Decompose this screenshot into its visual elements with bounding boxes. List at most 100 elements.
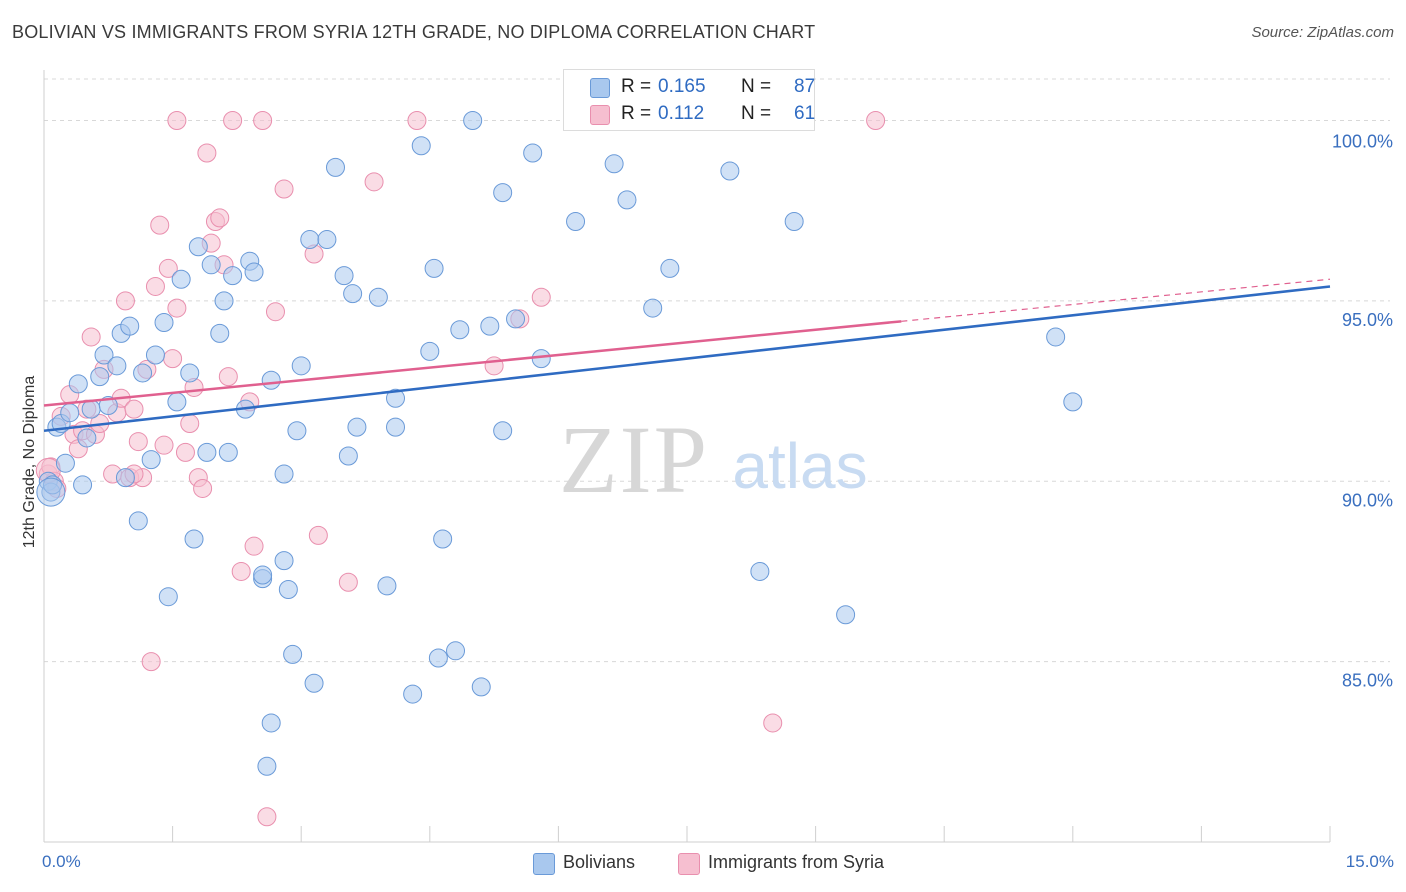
- point-syria: [210, 208, 230, 228]
- point-bolivians: [1046, 327, 1066, 347]
- point-bolivians: [720, 161, 740, 181]
- point-bolivians: [253, 565, 273, 585]
- point-bolivians: [386, 388, 406, 408]
- point-bolivians: [428, 648, 448, 668]
- point-syria: [154, 435, 174, 455]
- point-bolivians: [261, 370, 281, 390]
- point-bolivians: [643, 298, 663, 318]
- point-bolivians: [274, 551, 294, 571]
- point-syria: [253, 111, 273, 131]
- point-bolivians: [347, 417, 367, 437]
- legend-n-label: N =: [741, 103, 772, 124]
- point-bolivians: [471, 677, 491, 697]
- point-bolivians: [257, 756, 277, 776]
- point-bolivians: [94, 345, 114, 365]
- point-syria: [145, 276, 165, 296]
- point-bolivians: [133, 363, 153, 383]
- point-syria: [81, 327, 101, 347]
- legend-n-value-bolivians: 87: [794, 76, 816, 97]
- point-syria: [180, 414, 200, 434]
- point-bolivians: [287, 421, 307, 441]
- point-bolivians: [77, 428, 97, 448]
- point-bolivians: [60, 403, 80, 423]
- point-bolivians: [68, 374, 88, 394]
- y-tick-label: 95.0%: [1342, 310, 1393, 330]
- point-syria: [274, 179, 294, 199]
- point-bolivians: [463, 111, 483, 131]
- y-tick-label: 85.0%: [1342, 671, 1393, 691]
- point-bolivians: [98, 395, 118, 415]
- point-bolivians: [523, 143, 543, 163]
- point-bolivians: [107, 356, 127, 376]
- point-bolivians: [750, 561, 770, 581]
- point-bolivians: [218, 442, 238, 462]
- point-syria: [163, 349, 183, 369]
- point-bolivians: [334, 266, 354, 286]
- point-bolivians: [278, 579, 298, 599]
- point-bolivians: [386, 417, 406, 437]
- point-bolivians: [493, 183, 513, 203]
- y-axis-label: 12th Grade, No Diploma: [21, 375, 38, 549]
- point-bolivians: [81, 399, 101, 419]
- point-bolivians-cluster: [36, 477, 66, 507]
- point-bolivians: [836, 605, 856, 625]
- point-bolivians: [141, 450, 161, 470]
- point-bolivians: [403, 684, 423, 704]
- point-bolivians: [784, 212, 804, 232]
- legend-n-value-syria: 61: [794, 103, 816, 124]
- point-bolivians: [171, 269, 191, 289]
- point-syria: [265, 302, 285, 322]
- point-syria: [231, 561, 251, 581]
- point-syria: [197, 143, 217, 163]
- x-tick-label-min: 0.0%: [42, 852, 81, 871]
- point-bolivians: [291, 356, 311, 376]
- point-bolivians: [446, 641, 466, 661]
- point-syria: [150, 215, 170, 235]
- point-syria: [167, 298, 187, 318]
- point-syria: [308, 525, 328, 545]
- chart-title: BOLIVIAN VS IMMIGRANTS FROM SYRIA 12TH G…: [12, 22, 816, 42]
- legend-n-label: N =: [741, 76, 772, 97]
- legend-r-label: R =: [621, 76, 652, 97]
- point-syria: [167, 111, 187, 131]
- point-bolivians: [283, 644, 303, 664]
- point-syria: [531, 287, 551, 307]
- point-syria: [338, 572, 358, 592]
- y-tick-labels: 100.0% 95.0% 90.0% 85.0%: [1332, 132, 1393, 691]
- point-bolivians: [210, 323, 230, 343]
- point-bolivians: [158, 587, 178, 607]
- point-bolivians: [617, 190, 637, 210]
- point-bolivians: [90, 367, 110, 387]
- point-syria: [115, 291, 135, 311]
- point-bolivians: [184, 529, 204, 549]
- point-syria: [763, 713, 783, 733]
- trend-line-syria-extension: [901, 278, 1331, 322]
- y-tick-label: 100.0%: [1332, 132, 1393, 152]
- legend-r-value-bolivians: 0.165: [658, 76, 706, 97]
- point-bolivians: [377, 576, 397, 596]
- point-bolivians: [566, 212, 586, 232]
- point-syria: [158, 258, 178, 278]
- point-bolivians: [304, 673, 324, 693]
- bottom-legend-swatch-blue: [533, 853, 555, 875]
- point-bolivians: [188, 237, 208, 257]
- point-syria: [218, 367, 238, 387]
- point-syria: [866, 111, 886, 131]
- stats-legend: R = 0.165 N = 87 R = 0.112 N = 61: [563, 69, 815, 131]
- point-bolivians: [73, 475, 93, 495]
- point-bolivians: [55, 453, 75, 473]
- watermark-atlas: atlas: [732, 430, 867, 502]
- point-bolivians: [197, 442, 217, 462]
- bottom-legend-label-bolivians: Bolivians: [563, 852, 636, 872]
- point-bolivians: [506, 309, 526, 329]
- point-bolivians: [420, 341, 440, 361]
- point-bolivians: [493, 421, 513, 441]
- point-bolivians: [343, 284, 363, 304]
- point-bolivians: [480, 316, 500, 336]
- point-bolivians: [214, 291, 234, 311]
- point-bolivians: [1063, 392, 1083, 412]
- point-syria: [193, 478, 213, 498]
- legend-swatch-pink: [590, 105, 610, 125]
- point-bolivians: [300, 230, 320, 250]
- point-bolivians: [201, 255, 221, 275]
